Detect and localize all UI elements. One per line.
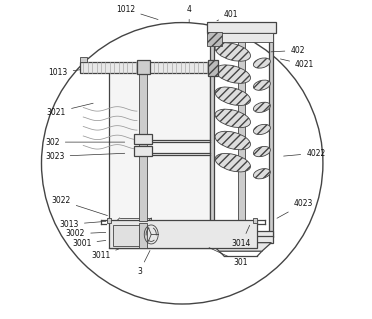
Ellipse shape xyxy=(215,109,250,128)
Bar xyxy=(206,22,276,33)
Text: 4023: 4023 xyxy=(277,199,313,218)
Ellipse shape xyxy=(215,65,250,83)
Ellipse shape xyxy=(215,153,250,172)
Text: 4021: 4021 xyxy=(280,59,314,69)
Bar xyxy=(238,27,244,237)
Bar xyxy=(113,225,144,246)
Text: 402: 402 xyxy=(271,46,305,55)
Bar xyxy=(206,236,273,243)
Text: 3: 3 xyxy=(137,250,150,276)
Bar xyxy=(109,71,210,221)
Polygon shape xyxy=(210,243,272,251)
Ellipse shape xyxy=(253,169,270,179)
Text: 1013: 1013 xyxy=(48,68,80,77)
Text: 302: 302 xyxy=(45,137,125,147)
Bar xyxy=(210,27,214,237)
Bar xyxy=(134,146,152,156)
Ellipse shape xyxy=(215,43,250,61)
Text: 3002: 3002 xyxy=(66,229,106,238)
Bar xyxy=(206,231,273,237)
Text: 3001: 3001 xyxy=(72,239,106,248)
Text: 4022: 4022 xyxy=(283,149,326,158)
Bar xyxy=(139,72,147,221)
Text: 3013: 3013 xyxy=(60,220,106,229)
Text: 3023: 3023 xyxy=(45,152,125,161)
Text: 301: 301 xyxy=(209,248,248,267)
Bar xyxy=(134,134,152,144)
Bar xyxy=(210,33,273,42)
Text: 3021: 3021 xyxy=(47,103,93,116)
Ellipse shape xyxy=(253,102,270,112)
Bar xyxy=(109,219,257,248)
Text: 3011: 3011 xyxy=(91,249,119,260)
Ellipse shape xyxy=(253,124,270,135)
Bar xyxy=(107,218,111,223)
Bar xyxy=(253,218,257,223)
Text: 3022: 3022 xyxy=(52,196,108,216)
Bar xyxy=(80,57,87,63)
Bar xyxy=(208,60,218,76)
Bar xyxy=(139,223,147,248)
Ellipse shape xyxy=(215,131,250,150)
Text: 401: 401 xyxy=(217,10,238,21)
Text: 3014: 3014 xyxy=(232,225,251,248)
Ellipse shape xyxy=(215,87,250,106)
Bar xyxy=(137,60,150,74)
Ellipse shape xyxy=(253,58,270,68)
Bar xyxy=(269,27,273,237)
Ellipse shape xyxy=(253,80,270,90)
Ellipse shape xyxy=(253,146,270,157)
Bar xyxy=(206,33,222,46)
Bar xyxy=(80,63,211,72)
Text: 1012: 1012 xyxy=(116,5,158,19)
Text: 4: 4 xyxy=(187,5,192,22)
